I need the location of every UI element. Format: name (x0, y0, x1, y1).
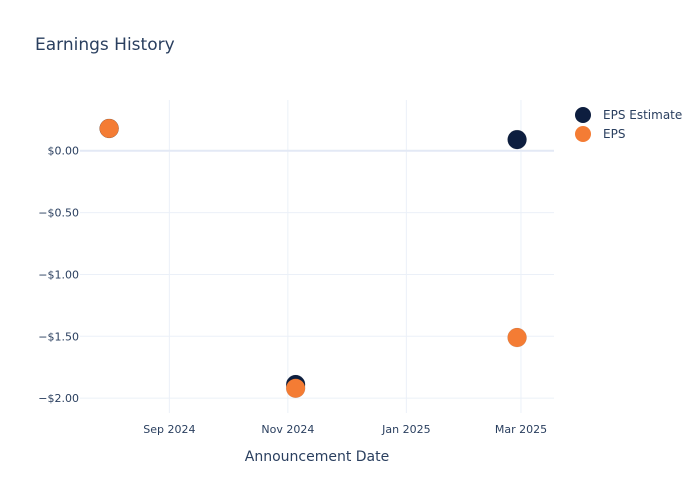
data-point[interactable] (99, 118, 119, 139)
x-tick-label: Mar 2025 (495, 423, 547, 436)
legend-label[interactable]: EPS Estimate (603, 108, 682, 122)
data-point[interactable] (507, 327, 527, 348)
x-tick-label: Jan 2025 (381, 423, 430, 436)
data-point[interactable] (507, 129, 527, 150)
data-point[interactable] (285, 378, 306, 399)
x-tick-label: Sep 2024 (143, 423, 195, 436)
y-tick-label: −$1.00 (38, 268, 79, 281)
grid-layer (80, 100, 554, 413)
y-tick-label: −$1.50 (38, 330, 79, 343)
x-tick-label: Nov 2024 (261, 423, 314, 436)
y-tick-labels: $0.00 −$0.50 −$1.00 −$1.50 −$2.00 (38, 145, 79, 405)
data-points (99, 118, 527, 399)
y-tick-label: −$2.00 (38, 392, 79, 405)
x-tick-labels: Sep 2024 Nov 2024 Jan 2025 Mar 2025 (143, 423, 547, 436)
legend-label[interactable]: EPS (603, 127, 625, 141)
legend-marker[interactable] (575, 107, 591, 123)
legend: EPS Estimate EPS (575, 107, 682, 142)
y-tick-label: $0.00 (48, 145, 80, 158)
legend-marker[interactable] (575, 126, 591, 142)
y-tick-label: −$0.50 (38, 207, 79, 220)
chart-title: Earnings History (35, 35, 175, 55)
x-axis-title: Announcement Date (245, 449, 389, 465)
